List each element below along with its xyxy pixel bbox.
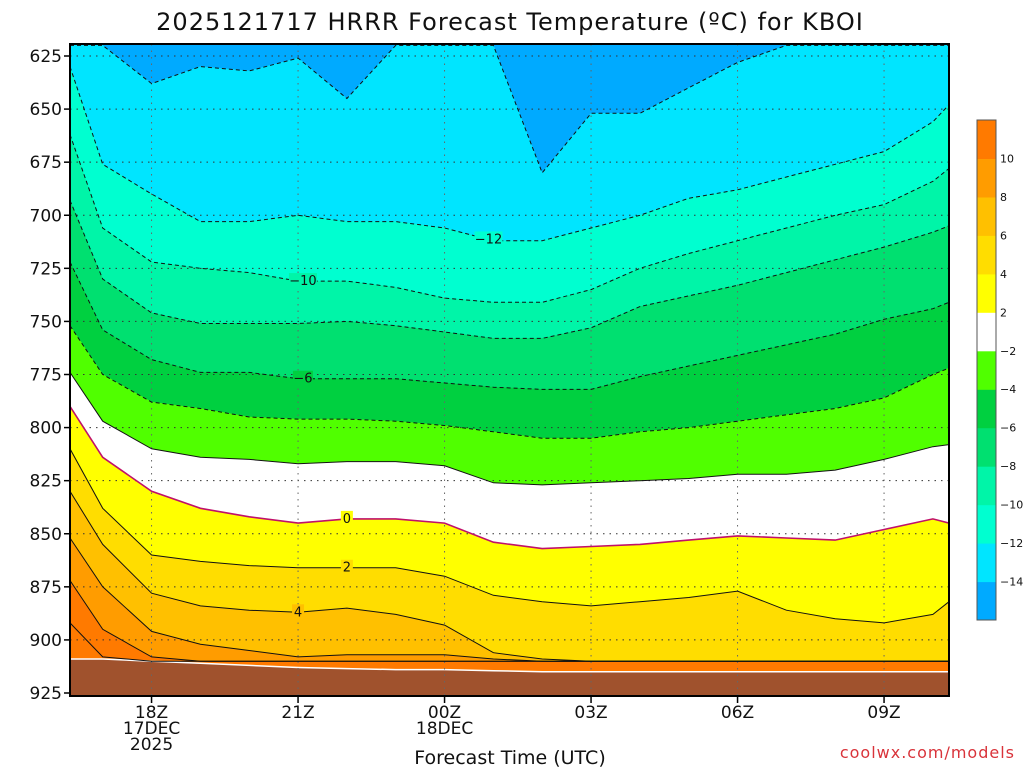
colorbar-label: −6: [1000, 422, 1016, 435]
colorbar-swatch: [977, 196, 996, 236]
contour-label: 2: [343, 561, 351, 576]
colorbar-swatch: [977, 543, 996, 583]
colorbar-swatch: [977, 504, 996, 544]
y-tick-label: 925: [30, 684, 62, 704]
contour-line: [70, 200, 949, 339]
y-axis-ticks: 625 650 675 700 725 750 775 800 825 850 875 900 925: [30, 47, 70, 704]
x-tick-label: 03Z: [574, 703, 607, 723]
contour-line: [70, 622, 949, 662]
y-tick-label: 750: [30, 312, 62, 332]
contour-label: −6: [293, 372, 312, 387]
contour-label-bg: [340, 510, 353, 525]
contour-label-bg: [288, 273, 317, 288]
contour-line: [70, 448, 949, 624]
x-tick-label: 21Z: [281, 703, 314, 723]
chart-title: 2025121717 HRRR Forecast Temperature (ºC…: [156, 8, 864, 36]
colorbar-label: 4: [1000, 268, 1007, 281]
y-tick-label: 875: [30, 578, 62, 598]
colorbar-swatch: [977, 158, 996, 198]
terrain-edge: [70, 658, 949, 673]
contour-label: −12: [475, 232, 502, 247]
y-tick-label: 850: [30, 525, 62, 545]
colorbar-swatch: [977, 389, 996, 429]
contour-line: [70, 405, 949, 550]
colorbar-swatch: [977, 120, 996, 159]
contour-label: 0: [343, 512, 351, 527]
colorbar-swatch: [977, 350, 996, 390]
x-tick-label: 18DEC: [416, 719, 473, 739]
contour-label-bg: [292, 370, 313, 385]
contour-line: [70, 66, 949, 242]
colorbar-swatch: [977, 427, 996, 467]
x-tick-label: 18Z: [135, 703, 168, 723]
gridlines: [70, 44, 949, 696]
contour-label: −10: [289, 274, 316, 289]
y-tick-label: 700: [30, 206, 62, 226]
credit-text: coolwx.com/models: [840, 743, 1015, 762]
colorbar-swatch: [977, 273, 996, 313]
contour-line: [70, 372, 949, 486]
colorbar: −14 −12 −10 −8 −6 −4 −2 2 4 6 8 10: [976, 119, 1023, 621]
temperature-fill-bands: [70, 44, 949, 696]
colorbar-swatch: [977, 466, 996, 506]
x-axis-label: Forecast Time (UTC): [414, 747, 605, 768]
x-tick-label: 2025: [130, 735, 173, 755]
plot-frame: [69, 43, 950, 697]
x-tick-label: 09Z: [867, 703, 900, 723]
colorbar-label: −4: [1000, 383, 1016, 396]
y-tick-label: 775: [30, 366, 62, 386]
contour-label-bg: [292, 604, 305, 619]
terrain-area: [70, 658, 949, 696]
colorbar-label: −10: [1000, 499, 1023, 512]
colorbar-swatch: [977, 581, 996, 621]
y-tick-label: 675: [30, 153, 62, 173]
colorbar-label: −8: [1000, 460, 1016, 473]
colorbar-label: 8: [1000, 191, 1007, 204]
contour-lines: [70, 44, 949, 662]
y-tick-label: 825: [30, 472, 62, 492]
colorbar-swatch: [977, 312, 996, 352]
contour-line: [70, 134, 949, 303]
contour-line: [70, 44, 949, 174]
colorbar-label: 6: [1000, 229, 1007, 242]
colorbar-frame: [976, 119, 997, 621]
y-tick-label: 800: [30, 419, 62, 439]
x-tick-label: 17DEC: [123, 719, 180, 739]
contour-line: [70, 325, 949, 439]
colorbar-swatch: [977, 235, 996, 275]
colorbar-label: −2: [1000, 345, 1016, 358]
colorbar-label: 10: [1000, 153, 1014, 166]
y-tick-label: 900: [30, 631, 62, 651]
x-tick-label: 06Z: [721, 703, 754, 723]
contour-line: [70, 261, 949, 390]
terrain-fill: [70, 659, 949, 696]
y-tick-label: 650: [30, 100, 62, 120]
contour-label: 4: [294, 605, 302, 620]
contour-labels: −12 −10 −6 0 2 4: [288, 231, 503, 620]
colorbar-label: −14: [1000, 576, 1023, 589]
x-tick-label: 00Z: [428, 703, 461, 723]
contour-label-bg: [340, 559, 353, 574]
y-tick-label: 625: [30, 47, 62, 67]
colorbar-label: −12: [1000, 537, 1023, 550]
y-tick-label: 725: [30, 259, 62, 279]
contour-label-bg: [474, 231, 503, 246]
colorbar-label: 2: [1000, 306, 1007, 319]
